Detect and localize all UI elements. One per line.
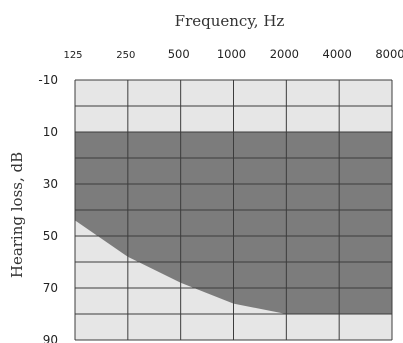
x-tick-label: 250 [116,50,135,61]
y-tick-label: 30 [43,177,58,191]
x-axis-ticks: 125 250 500 1000 2000 4000 8000 [63,47,403,61]
x-tick-label: 2000 [270,47,299,61]
y-tick-label: 90 [43,333,58,343]
x-tick-label: 4000 [323,47,352,61]
x-tick-label: 125 [63,50,82,61]
x-tick-label: 1000 [217,47,246,61]
grid-lines [74,79,393,341]
y-axis-title: Hearing loss, dB [8,152,26,278]
x-tick-label: 8000 [375,47,403,61]
y-tick-label: 10 [43,125,58,139]
y-tick-label: 50 [43,229,58,243]
y-axis-ticks: -10 10 30 50 70 90 [38,73,58,343]
x-axis-title: Frequency, Hz [175,12,285,30]
x-tick-label: 500 [168,47,190,61]
y-tick-label: -10 [38,73,58,87]
y-tick-label: 70 [43,281,58,295]
plot-area [74,79,393,341]
